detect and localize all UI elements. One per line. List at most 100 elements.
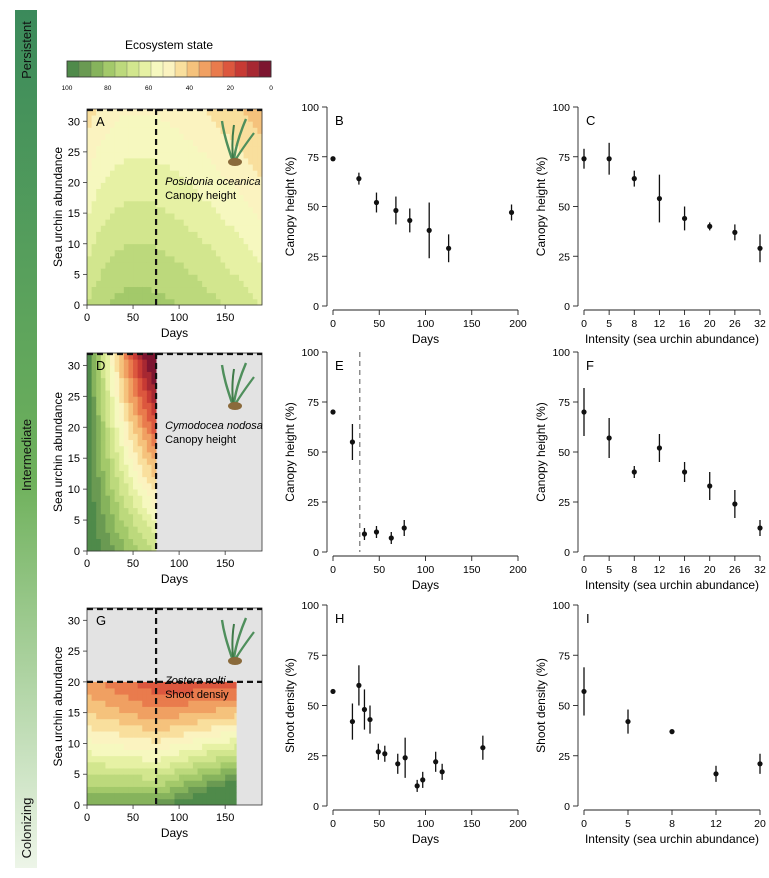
contour-cell — [146, 724, 152, 732]
contour-cell — [234, 176, 240, 183]
contour-cell — [142, 365, 148, 372]
contour-cell — [197, 798, 203, 806]
contour-cell — [197, 718, 203, 726]
contour-cell — [211, 176, 217, 183]
contour-cell — [119, 792, 125, 800]
contour-cell — [105, 427, 111, 434]
contour-cell — [146, 280, 152, 288]
contour-cell — [105, 706, 111, 714]
contour-cell — [87, 433, 93, 441]
contour-cell — [146, 109, 152, 116]
contour-cell — [96, 544, 102, 552]
contour-cell — [156, 182, 162, 190]
contour-cell — [229, 737, 235, 744]
contour-cell — [252, 127, 258, 134]
contour-cell — [211, 700, 217, 707]
contour-cell — [114, 182, 120, 190]
contour-cell — [110, 274, 116, 281]
contour-cell — [206, 694, 212, 701]
contour-cell — [252, 256, 258, 263]
contour-cell — [133, 694, 139, 701]
contour-cell — [197, 225, 203, 232]
contour-cell — [252, 109, 258, 116]
contour-cell — [96, 237, 102, 245]
contour-cell — [238, 298, 244, 306]
contour-cell — [119, 390, 125, 397]
contour-cell — [211, 145, 217, 153]
contour-cell — [248, 274, 254, 281]
contour-cell — [229, 792, 235, 800]
contour-cell — [128, 743, 134, 750]
contour-cell — [91, 151, 97, 159]
contour-cell — [128, 219, 134, 226]
contour-cell — [105, 768, 111, 775]
contour-cell — [192, 780, 198, 787]
contour-cell — [234, 115, 240, 122]
contour-cell — [225, 213, 231, 220]
contour-cell — [146, 495, 152, 502]
contour-cell — [128, 700, 134, 707]
contour-cell — [96, 213, 102, 220]
contour-cell — [156, 681, 162, 689]
contour-cell — [110, 109, 116, 116]
contour-cell — [225, 712, 231, 720]
contour-cell — [165, 694, 171, 701]
contour-cell — [142, 452, 148, 459]
contour-cell — [87, 798, 93, 806]
data-point — [330, 409, 336, 415]
contour-cell — [146, 470, 152, 478]
contour-cell — [105, 219, 111, 226]
contour-cell — [220, 145, 226, 153]
contour-cell — [119, 737, 125, 744]
contour-cell — [123, 115, 129, 122]
contour-cell — [91, 718, 97, 726]
contour-cell — [179, 774, 185, 781]
contour-cell — [96, 780, 102, 787]
contour-cell — [202, 121, 208, 128]
contour-cell — [100, 182, 106, 190]
contour-cell — [128, 286, 134, 294]
contour-cell — [151, 755, 157, 763]
contour-cell — [110, 383, 116, 391]
contour-cell — [225, 164, 231, 171]
contour-cell — [215, 688, 221, 695]
contour-cell — [123, 718, 129, 726]
x-tick-label: 8 — [631, 318, 637, 330]
contour-cell — [96, 396, 102, 403]
x-tick-label: 12 — [710, 818, 722, 830]
contour-cell — [197, 694, 203, 701]
contour-cell — [192, 731, 198, 738]
contour-cell — [105, 786, 111, 794]
contour-cell — [165, 749, 171, 757]
contour-cell — [257, 109, 263, 116]
contour-cell — [192, 213, 198, 220]
contour-cell — [169, 292, 175, 300]
contour-cell — [100, 452, 106, 459]
contour-cell — [174, 262, 180, 269]
contour-cell — [188, 133, 194, 141]
x-tick-label: 0 — [330, 318, 336, 330]
contour-cell — [142, 151, 148, 159]
contour-cell — [114, 482, 120, 490]
contour-cell — [183, 274, 189, 281]
contour-cell — [142, 292, 148, 300]
contour-cell — [220, 798, 226, 806]
contour-cell — [110, 706, 116, 714]
contour-cell — [110, 365, 116, 372]
contour-cell — [215, 145, 221, 153]
contour-cell — [188, 268, 194, 275]
contour-cell — [174, 681, 180, 689]
contour-cell — [91, 706, 97, 714]
contour-cell — [197, 182, 203, 190]
contour-cell — [215, 127, 221, 134]
contour-cell — [105, 200, 111, 208]
contour-cell — [142, 718, 148, 726]
contour-cell — [119, 470, 125, 478]
contour-cell — [225, 774, 231, 781]
contour-cell — [211, 200, 217, 208]
contour-cell — [110, 731, 116, 738]
contour-cell — [114, 298, 120, 306]
contour-cell — [248, 164, 254, 171]
contour-cell — [96, 439, 102, 447]
contour-cell — [128, 489, 134, 496]
